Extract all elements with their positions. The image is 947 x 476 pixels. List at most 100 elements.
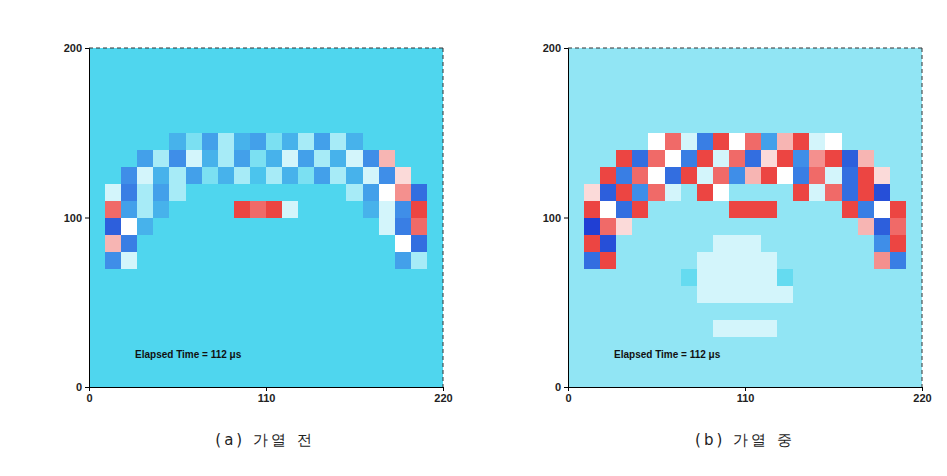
cell (906, 150, 922, 167)
cell (858, 116, 875, 133)
cell (793, 150, 810, 167)
cell (250, 201, 267, 218)
cell (379, 48, 396, 65)
cell (314, 251, 331, 268)
cell (777, 133, 794, 150)
cell (314, 234, 331, 251)
cell (584, 251, 601, 268)
cell (793, 65, 810, 82)
cell (202, 319, 219, 336)
cell (411, 302, 428, 319)
cell (298, 201, 315, 218)
cell (379, 234, 396, 251)
cell (137, 285, 154, 302)
cell (777, 82, 794, 99)
cell (842, 48, 859, 65)
cell (250, 167, 267, 184)
cell (105, 218, 122, 235)
cell (169, 370, 186, 387)
cell (842, 370, 859, 387)
cell (169, 99, 186, 116)
cell (761, 150, 778, 167)
cell (809, 251, 826, 268)
cell (314, 133, 331, 150)
cell (234, 65, 251, 82)
x-tick-mark (443, 387, 444, 391)
cell (218, 82, 235, 99)
cell (169, 285, 186, 302)
cell (89, 302, 106, 319)
cell (153, 116, 170, 133)
cell (89, 201, 106, 218)
cell (427, 184, 443, 201)
cell (363, 353, 380, 370)
cell (842, 353, 859, 370)
cell (379, 336, 396, 353)
cell (298, 99, 315, 116)
cell (105, 99, 122, 116)
cell (584, 48, 601, 65)
cell (121, 251, 138, 268)
cell (809, 99, 826, 116)
cell (298, 336, 315, 353)
cell (568, 116, 585, 133)
cell (411, 65, 428, 82)
cell (218, 370, 235, 387)
cell (330, 336, 347, 353)
cell (809, 82, 826, 99)
cell (681, 251, 698, 268)
cell (825, 353, 842, 370)
cell (169, 251, 186, 268)
cell (648, 268, 665, 285)
cell (298, 82, 315, 99)
cell (250, 48, 267, 65)
x-axis-line (569, 388, 923, 392)
cell (858, 150, 875, 167)
cell (793, 353, 810, 370)
cell (632, 99, 649, 116)
cell (202, 150, 219, 167)
cell (153, 150, 170, 167)
cell (298, 184, 315, 201)
cell (395, 150, 412, 167)
cell (137, 133, 154, 150)
cell (697, 167, 714, 184)
cell (121, 82, 138, 99)
cell (858, 201, 875, 218)
cell (282, 268, 299, 285)
cell (314, 370, 331, 387)
cell (395, 234, 412, 251)
cell (874, 150, 891, 167)
cell (745, 319, 762, 336)
cell (169, 48, 186, 65)
cell (169, 319, 186, 336)
cell (282, 65, 299, 82)
cell (616, 133, 633, 150)
cell (713, 116, 730, 133)
cell (427, 319, 443, 336)
cell (137, 234, 154, 251)
cell (395, 133, 412, 150)
cell (697, 302, 714, 319)
cell (298, 302, 315, 319)
cell (314, 82, 331, 99)
cell (665, 285, 682, 302)
cell (600, 116, 617, 133)
cell (825, 251, 842, 268)
cell (282, 150, 299, 167)
cell (250, 133, 267, 150)
cell (648, 184, 665, 201)
cell (298, 116, 315, 133)
cell (169, 65, 186, 82)
cell (809, 48, 826, 65)
cell (363, 370, 380, 387)
cell (761, 82, 778, 99)
cell (266, 234, 283, 251)
cell (282, 167, 299, 184)
cell (105, 116, 122, 133)
cell (761, 251, 778, 268)
cell (890, 319, 907, 336)
cell (186, 370, 203, 387)
cell (809, 285, 826, 302)
cell (169, 82, 186, 99)
